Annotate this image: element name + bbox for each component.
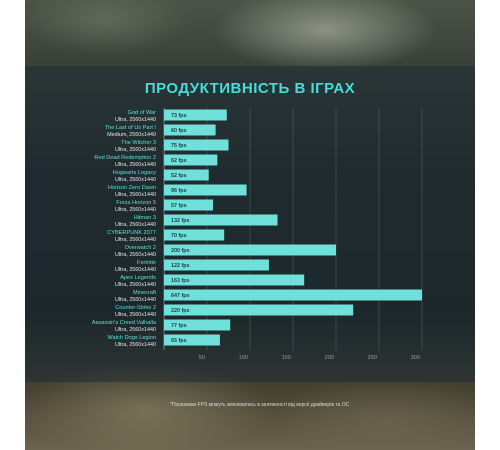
x-tick-label: 100 — [239, 355, 248, 361]
category-game-label: The Last of Us Part I — [105, 125, 157, 131]
category-game-label: Hogwarts Legacy — [113, 170, 156, 176]
category-game-label: Minecraft — [133, 290, 156, 296]
category-game-label: Red Dead Redemption 2 — [94, 155, 156, 161]
category-game-label: Assassin's Creed Valhalla — [92, 320, 157, 326]
bar-value-label: 73 fps — [171, 113, 187, 119]
category-settings-label: Ultra, 2560x1440 — [115, 312, 156, 318]
category-game-label: Watch Dogs Legion — [107, 335, 156, 341]
x-tick-label: 150 — [282, 355, 291, 361]
bar — [164, 244, 336, 256]
bar — [164, 124, 216, 136]
bar-value-label: 62 fps — [171, 158, 187, 164]
bar-value-label: 60 fps — [171, 128, 187, 134]
bar-value-label: 132 fps — [171, 218, 190, 224]
bar-value-label: 647 fps — [171, 293, 190, 299]
bar-value-label: 77 fps — [171, 323, 187, 329]
x-tick-label: 200 — [325, 355, 334, 361]
bar — [164, 154, 218, 166]
category-settings-label: Ultra, 2560x1440 — [115, 237, 156, 243]
category-settings-label: Ultra, 2560x1440 — [115, 147, 156, 153]
bar — [164, 274, 305, 286]
category-settings-label: Ultra, 2560x1440 — [115, 207, 156, 213]
category-settings-label: Medium, 2560x1440 — [107, 132, 156, 138]
bar-value-label: 220 fps — [171, 308, 190, 314]
bar-value-label: 122 fps — [171, 263, 190, 269]
category-game-label: Horizon Zero Dawn — [108, 185, 156, 191]
category-settings-label: Ultra, 2560x1440 — [115, 267, 156, 273]
category-game-label: Overwatch 2 — [125, 245, 156, 251]
bar — [164, 289, 422, 301]
footnote: *Показники FPS можуть змінюватись в зале… — [170, 402, 350, 408]
category-settings-label: Ultra, 2560x1440 — [115, 117, 156, 123]
category-game-label: Forza Horizon 5 — [116, 200, 156, 206]
bar — [164, 199, 214, 211]
x-tick-label: 250 — [368, 355, 377, 361]
category-settings-label: Ultra, 2560x1440 — [115, 282, 156, 288]
chart-title: ПРОДУКТИВНІСТЬ В ІГРАХ — [144, 80, 356, 97]
bar — [164, 229, 225, 241]
x-tick-label: 300 — [411, 355, 420, 361]
bar — [164, 334, 220, 346]
bar-value-label: 70 fps — [171, 233, 187, 239]
category-settings-label: Ultra, 2560x1440 — [115, 252, 156, 258]
bar-value-label: 57 fps — [171, 203, 187, 209]
bar — [164, 319, 231, 331]
bar — [164, 184, 247, 196]
bar-value-label: 52 fps — [171, 173, 187, 179]
x-tick-label: 50 — [199, 355, 205, 361]
bar — [164, 169, 209, 181]
bar-value-label: 75 fps — [171, 143, 187, 149]
bar — [164, 139, 229, 151]
bar-value-label: 200 fps — [171, 248, 190, 254]
bar — [164, 109, 227, 121]
category-settings-label: Ultra, 2560x1440 — [115, 177, 156, 183]
category-game-label: The Witcher 3 — [121, 140, 156, 146]
category-settings-label: Ultra, 2560x1440 — [115, 327, 156, 333]
category-settings-label: Ultra, 2560x1440 — [115, 222, 156, 228]
category-game-label: Hitman 3 — [134, 215, 156, 221]
category-game-label: CYBERPUNK 2077 — [107, 230, 156, 236]
bar-value-label: 96 fps — [171, 188, 187, 194]
bar — [164, 214, 278, 226]
category-settings-label: Ultra, 2560x1440 — [115, 192, 156, 198]
bar — [164, 259, 269, 271]
bar-value-label: 163 fps — [171, 278, 190, 284]
category-settings-label: Ultra, 2560x1440 — [115, 342, 156, 348]
category-game-label: God of War — [128, 110, 157, 116]
category-settings-label: Ultra, 2560x1440 — [115, 162, 156, 168]
category-game-label: Fortnite — [137, 260, 156, 266]
category-game-label: Apex Legends — [120, 275, 156, 281]
bar — [164, 304, 354, 316]
category-settings-label: Ultra, 2560x1440 — [115, 297, 156, 303]
category-game-label: Counter-Strike 2 — [115, 305, 156, 311]
bar-value-label: 65 fps — [171, 338, 187, 344]
